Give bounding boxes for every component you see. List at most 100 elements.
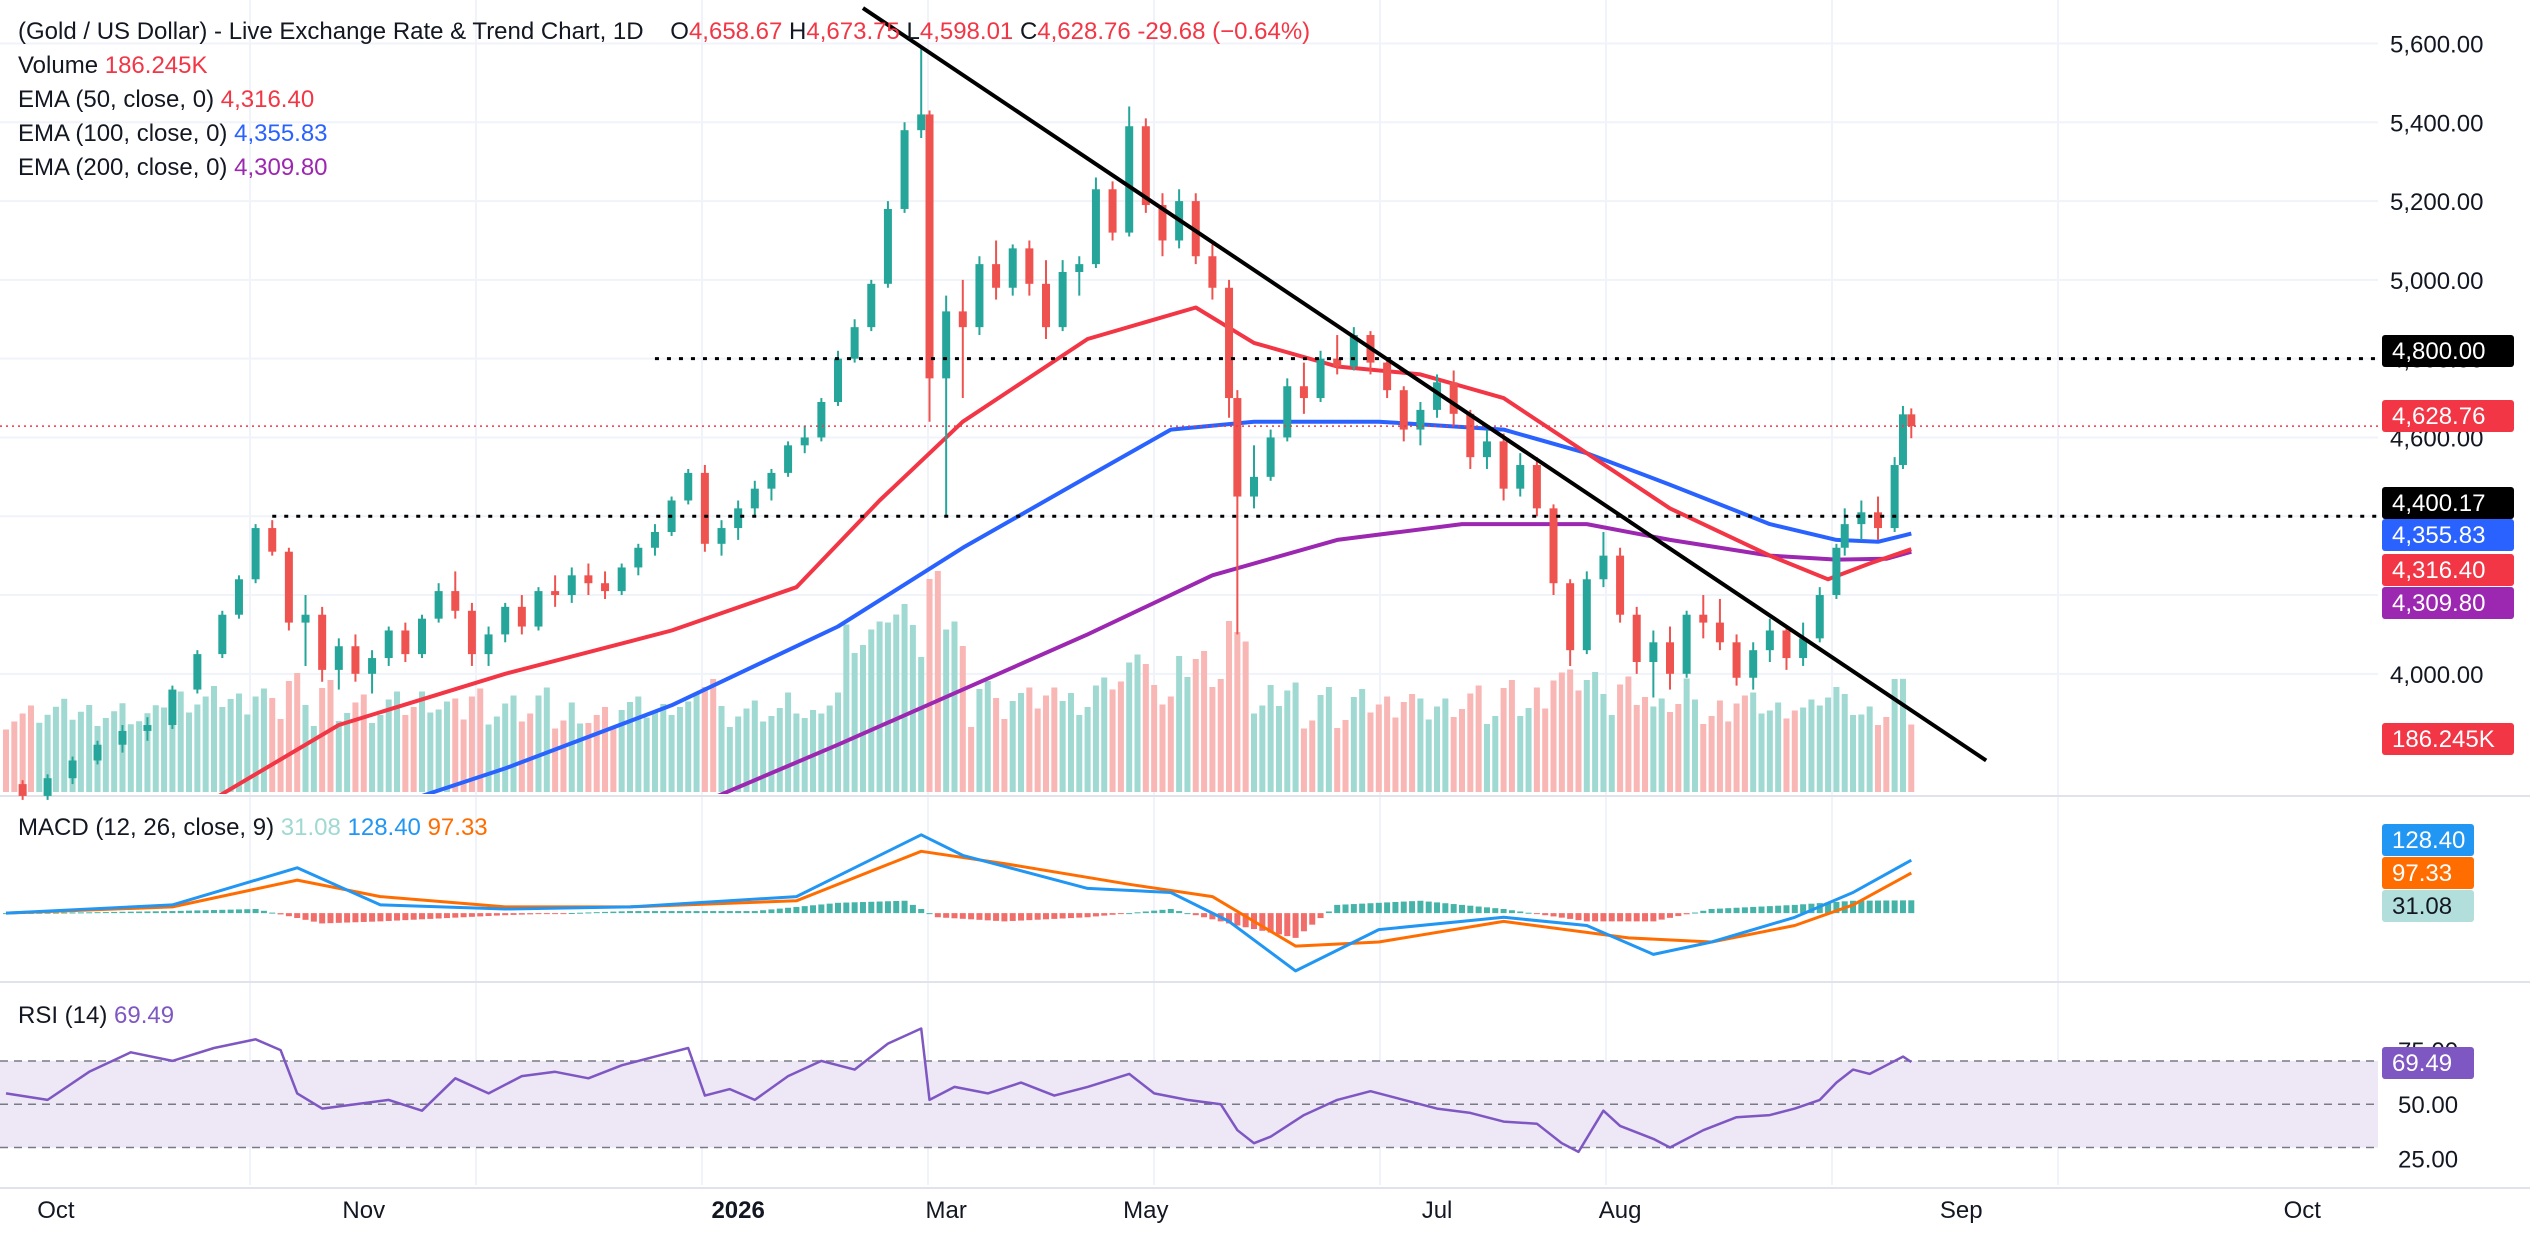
volume-bar [876,621,883,792]
volume-bar [743,708,750,792]
volume-bar [1067,693,1074,792]
price-tag-bg [2382,400,2514,432]
macd-hist-bar [61,912,68,914]
volume-bar [1400,702,1407,792]
candle [484,626,493,666]
candle [1042,260,1050,339]
candle [800,425,809,454]
volume-bar [1350,697,1357,792]
volume-bar [1076,715,1083,792]
macd-hist-bar [1483,907,1490,914]
volume-bar [252,696,259,792]
macd-legend[interactable]: MACD (12, 26, close, 9) 31.08 128.40 97.… [18,814,488,842]
volume-bar [610,728,617,792]
candle-body [1516,465,1525,489]
ema100-legend[interactable]: EMA (100, close, 0) 4,355.83 [18,120,328,148]
volume-bar [1750,692,1757,792]
volume-bar [859,645,866,792]
volume-bar [11,721,18,792]
macd-hist-bar [227,909,234,914]
volume-bar [1891,679,1898,792]
volume-legend[interactable]: Volume 186.245K [18,52,208,80]
candle [1666,626,1674,690]
macd-hist-bar [1716,908,1723,914]
macd-hist-bar [577,912,584,914]
candle-body [717,528,726,544]
ema200-legend[interactable]: EMA (200, close, 0) 4,309.80 [18,154,328,182]
volume-bar [1425,719,1432,792]
macd-tag: 128.40 [2382,824,2474,856]
volume-bar [909,625,916,792]
volume-bar [410,707,417,792]
open-value: 4,658.67 [688,18,783,45]
candle-body [750,488,759,509]
volume-bar [710,679,717,792]
macd-hist-bar [1226,913,1233,924]
macd-hist-bar [369,913,376,922]
volume-bar [344,713,351,792]
volume-bar [568,702,575,792]
macd-hist-bar [793,906,800,914]
macd-hist-bar [102,912,109,914]
volume-bar [918,657,925,792]
candle [1433,374,1442,418]
macd-hist-bar [1575,913,1582,921]
macd-hist-bar [1775,905,1782,914]
macd-hist-bar [926,913,933,915]
volume-bar [1101,677,1108,792]
candle [1632,606,1641,674]
candle-body [942,311,951,379]
volume-bar [1217,679,1224,792]
macd-hist-bar [1508,910,1515,914]
low-value: 4,598.01 [919,18,1014,45]
macd-tag-bg [2382,857,2474,889]
macd-hist-bar [310,913,317,922]
candle [1566,579,1575,666]
candle [1732,634,1741,686]
macd-hist-bar [1009,913,1016,921]
macd-hist-bar [1392,901,1399,914]
open-label: O [670,18,689,45]
volume-bar [793,713,800,792]
volume-bar [69,719,76,792]
candle-body [143,725,152,731]
macd-hist-bar [810,905,817,914]
volume-bar [144,713,151,792]
macd-hist-bar [1367,903,1374,914]
macd-hist-bar [1292,913,1299,938]
volume-bar [1226,621,1233,792]
macd-hist-bar [1825,902,1832,914]
volume-bar [1833,687,1840,792]
rsi-tag-bg [2382,1047,2474,1080]
macd-hist-bar [884,901,891,914]
macd-hist-bar [993,913,1000,921]
volume-bar [1858,714,1865,792]
rsi-legend[interactable]: RSI (14) 69.49 [18,1002,174,1030]
macd-hist-bar [560,913,567,915]
volume-bar [302,705,309,792]
candle [867,279,876,332]
volume-bar [1109,689,1116,792]
candle [118,725,127,753]
macd-hist-bar [1542,913,1549,916]
volume-bar [1392,717,1399,792]
volume-bar [701,687,708,792]
volume-bar [152,705,159,792]
macd-hist-bar [1201,913,1208,918]
volume-bar [1592,672,1599,792]
ema50-legend[interactable]: EMA (50, close, 0) 4,316.40 [18,86,314,114]
macd-hist-bar [402,913,409,921]
price-tag: 4,355.83 [2382,519,2514,551]
macd-hist-bar [976,913,983,920]
candle-body [193,654,202,690]
volume-bar [1151,685,1158,792]
candle-body [1649,642,1658,662]
macd-hist-bar [69,912,76,914]
macd-hist-bar [302,913,309,920]
candle-body [867,283,876,328]
candle [942,295,951,517]
candle-body [484,634,493,655]
macd-hist-bar [44,912,51,914]
price-tag: 4,800.00 [2382,335,2514,367]
